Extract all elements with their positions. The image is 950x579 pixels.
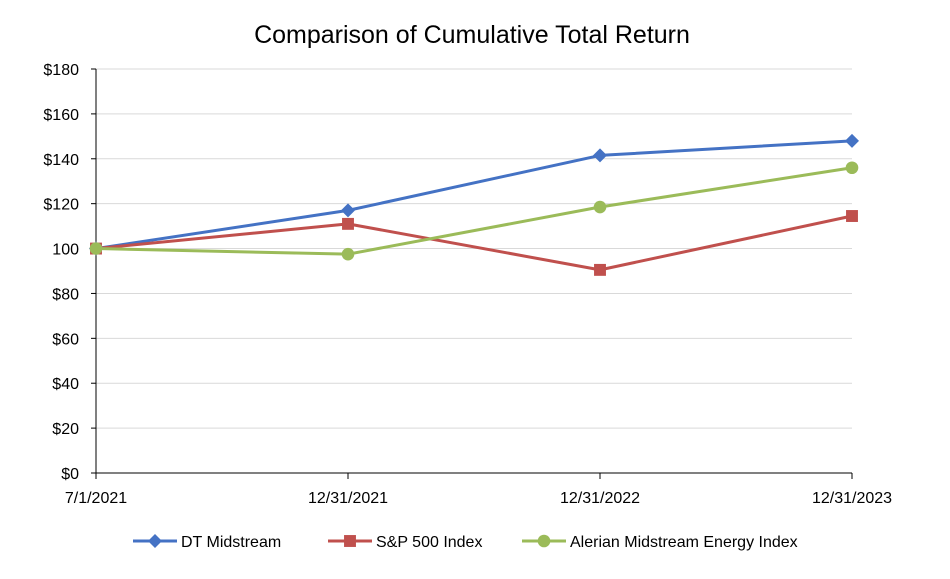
axes: $0 $20 $40 $60 $80 100 $120 $140 $160 $180 7/1/202… (43, 62, 892, 507)
x-tick-label: 7/1/2021 (65, 490, 127, 507)
series-line (95, 139, 853, 251)
legend-label: Alerian Midstream Energy Index (570, 534, 798, 551)
data-point (845, 133, 859, 148)
y-tick-label: 100 (52, 242, 79, 259)
series-lines (89, 133, 859, 276)
legend-swatch-marker (148, 534, 162, 548)
data-point (846, 210, 858, 222)
legend-label: S&P 500 Index (376, 534, 482, 551)
y-tick-label: $120 (43, 197, 79, 214)
gridlines (96, 68, 852, 429)
legend-item: S&P 500 Index (328, 534, 482, 551)
data-point (593, 148, 607, 163)
legend-item: Alerian Midstream Energy Index (522, 534, 798, 551)
y-tick-label: $60 (52, 331, 79, 348)
y-tick-label: $140 (43, 152, 79, 169)
chart-title: Comparison of Cumulative Total Return (254, 21, 690, 49)
legend: DT Midstream S&P 500 Index Alerian Midstre… (133, 534, 798, 551)
y-tick-label: $160 (43, 107, 79, 124)
data-point (593, 200, 607, 214)
series-line (95, 214, 853, 272)
x-tick-label: 12/31/2023 (812, 490, 892, 507)
legend-item: DT Midstream (133, 534, 281, 551)
y-tick-label: $180 (43, 62, 79, 79)
y-tick-label: $20 (52, 421, 79, 438)
y-tick-label: $0 (61, 466, 79, 483)
data-point (341, 203, 355, 218)
series-1 (90, 210, 858, 276)
data-point (341, 247, 355, 261)
series-2 (89, 161, 859, 261)
y-tick-label: $40 (52, 376, 79, 393)
x-tick-label: 12/31/2021 (308, 490, 388, 507)
legend-swatch-marker (344, 535, 356, 547)
y-tick-label: $80 (52, 286, 79, 303)
legend-swatch-marker (537, 534, 551, 548)
data-point (594, 263, 606, 276)
legend-label: DT Midstream (181, 534, 281, 551)
data-point (89, 242, 103, 255)
series-line (95, 166, 853, 256)
x-tick-label: 12/31/2022 (560, 490, 640, 507)
data-point (342, 217, 354, 230)
data-point (845, 161, 859, 175)
